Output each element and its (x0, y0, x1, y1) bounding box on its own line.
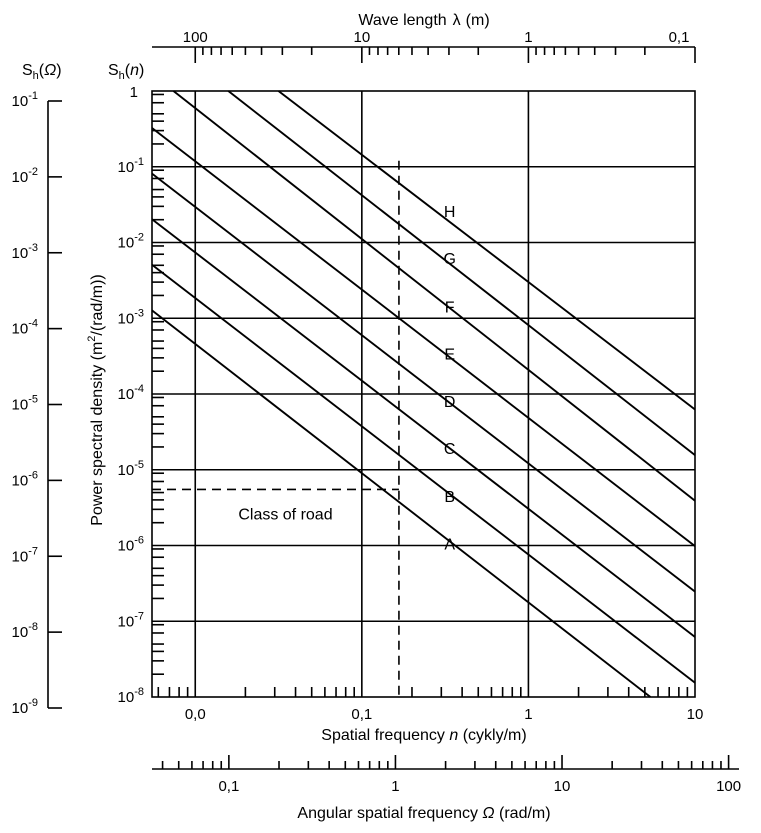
y-axis-symbol: Sh(n) (108, 62, 144, 82)
x-tick-label: 10 (687, 706, 704, 723)
class-labels: H G F E D C B A (443, 204, 455, 553)
class-of-road-annotation: Class of road (152, 160, 400, 697)
plot-border (151, 90, 696, 698)
wavelength-tick-label: 1 (524, 29, 532, 46)
angular-psd-tick-label: 10-1 (12, 90, 38, 110)
class-label-d: D (444, 394, 456, 411)
x-tick-label: 0,1 (351, 706, 372, 723)
y-tick-label: 10-6 (118, 535, 144, 555)
wavelength-axis: Wave length λ (m) 100 10 1 0,1 (152, 12, 696, 63)
wavelength-axis-title: Wave length λ (m) (358, 12, 489, 29)
x-tick-label: 1 (524, 706, 532, 723)
class-of-road-label: Class of road (238, 506, 332, 523)
class-label-h: H (444, 204, 456, 221)
y-tick-label: 10-5 (118, 459, 144, 479)
angular-psd-tick-label: 10-6 (12, 469, 38, 489)
angular-psd-tick-label: 10-8 (12, 621, 38, 641)
y-tick-label: 10-2 (118, 232, 144, 252)
class-line-h (277, 90, 696, 411)
class-line-e (151, 127, 696, 547)
angular-psd-tick-label: 10-3 (12, 242, 38, 262)
plot-frame (151, 90, 696, 698)
y-tick-label: 10-4 (118, 383, 144, 403)
class-label-c: C (444, 441, 456, 458)
y-tick-label: 10-1 (118, 156, 144, 176)
angular-psd-tick-label: 10-7 (12, 545, 38, 565)
angular-tick-label: 100 (716, 778, 741, 795)
y-axis-title: Power spectral density (m2/(rad/m)) (86, 274, 106, 526)
angular-psd-axis: Sh(Ω) 10-1 10-2 10-3 10-4 10-5 10-6 10-7 10-8 10… (12, 62, 62, 717)
x-axis: Spatial frequency n (cykly/m) 0,0 0,1 1 10 (185, 706, 704, 744)
class-label-g: G (443, 251, 455, 268)
class-label-f: F (445, 299, 455, 316)
class-label-b: B (444, 489, 455, 506)
angular-frequency-axis: Angular spatial frequency Ω (rad/m) 0,1 1… (152, 755, 741, 822)
class-line-g (227, 90, 696, 456)
x-axis-title: Spatial frequency n (cykly/m) (321, 727, 526, 744)
wavelength-tick-label: 0,1 (669, 29, 690, 46)
grid (152, 91, 695, 697)
angular-psd-tick-label: 10-9 (12, 697, 38, 717)
angular-frequency-axis-title: Angular spatial frequency Ω (rad/m) (297, 805, 550, 822)
class-lines (151, 90, 696, 698)
y-tick-label: 10-3 (118, 307, 144, 327)
y-tick-label: 10-7 (118, 610, 144, 630)
y-tick-label: 10-8 (118, 686, 144, 706)
y-tick-label: 1 (130, 84, 138, 101)
class-line-c (151, 218, 696, 638)
class-line-f (172, 90, 696, 502)
wavelength-tick-label: 10 (353, 29, 370, 46)
class-line-b (151, 264, 696, 684)
class-line-d (151, 172, 696, 593)
angular-psd-tick-label: 10-4 (12, 318, 38, 338)
x-tick-label: 0,0 (185, 706, 206, 723)
angular-psd-tick-label: 10-2 (12, 166, 38, 186)
angular-psd-tick-label: 10-5 (12, 394, 38, 414)
class-label-e: E (444, 347, 455, 364)
class-line-a (151, 309, 652, 698)
angular-tick-label: 10 (554, 778, 571, 795)
angular-psd-axis-title: Sh(Ω) (22, 62, 62, 82)
angular-tick-label: 1 (391, 778, 399, 795)
y-axis: Sh(n) Power spectral density (m2/(rad/m)… (86, 62, 144, 706)
wavelength-tick-label: 100 (183, 29, 208, 46)
angular-tick-label: 0,1 (218, 778, 239, 795)
class-label-a: A (444, 536, 455, 553)
